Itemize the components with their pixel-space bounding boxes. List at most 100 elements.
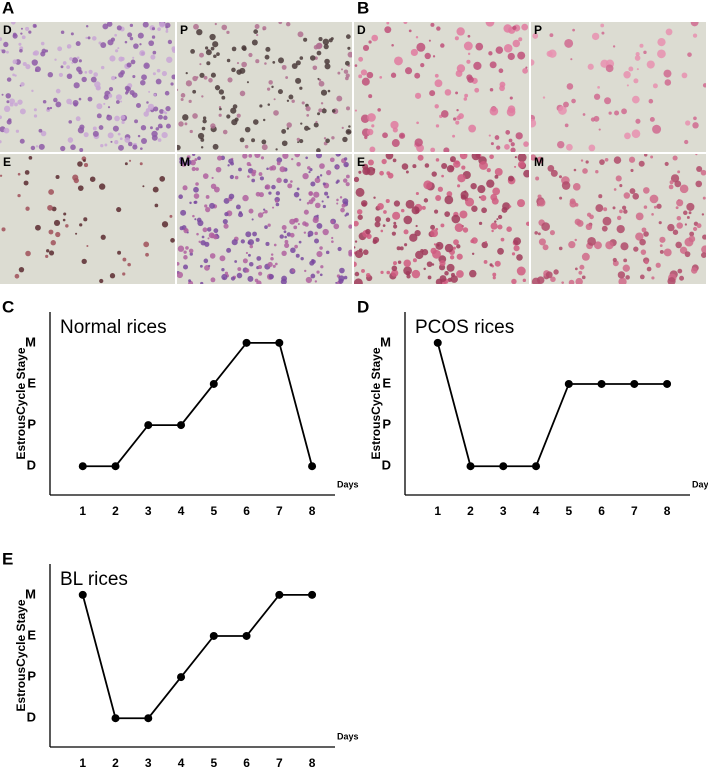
cell [602,216,612,226]
cell [569,200,577,208]
cell [404,243,408,247]
cell [358,74,363,79]
cell [354,240,358,243]
cell [605,241,614,250]
cell [47,106,50,110]
cell [54,58,57,61]
cell [415,250,424,260]
cell [315,120,318,124]
cell [441,174,444,178]
cell [452,246,456,250]
cell [441,162,448,170]
cell [369,146,376,152]
cell [371,34,379,42]
cell [186,155,191,160]
cell [18,42,22,46]
cell [676,199,684,207]
cell [390,120,399,130]
cell [14,273,20,279]
cell [336,179,340,183]
cell [141,74,147,81]
cell [437,186,444,192]
cell [686,202,695,211]
cell [94,81,101,88]
cell [5,93,11,99]
cell [435,195,442,202]
cell [96,113,102,119]
cell [667,277,676,284]
cell [169,214,173,218]
cell [12,32,17,37]
data-point [144,714,153,723]
cell [566,83,574,90]
cell [434,73,439,78]
cell [137,134,141,138]
cell [148,90,151,93]
cell [362,249,369,256]
micrograph [177,22,352,152]
cell [405,199,415,209]
cell [511,252,516,256]
cell [507,52,515,61]
cell [33,108,37,112]
cell [440,43,445,48]
cell [170,238,175,243]
cell [100,65,105,70]
cell [221,273,228,281]
cell [677,268,683,274]
cell [688,211,692,215]
cell [701,245,706,254]
cell [508,175,514,182]
cell [6,77,12,82]
cell [486,168,491,173]
cell [270,257,274,261]
cell [430,224,436,230]
cell [525,221,529,226]
cell [143,111,149,117]
cell [416,121,419,125]
cell [201,126,206,131]
cell [133,43,139,49]
cell [702,234,706,240]
panel-letter: B [357,0,369,17]
cell [635,212,644,221]
cell [429,90,436,97]
cell [70,144,76,151]
cell [33,24,37,28]
cell [256,256,262,261]
cell [25,26,30,31]
cell [444,243,454,253]
cell [257,212,264,218]
cell [354,261,357,267]
x-tick-label: 1 [79,504,86,518]
cell [616,215,622,221]
cell [212,143,219,150]
cell [96,103,103,110]
x-axis-label: Days [337,479,359,489]
cell [132,144,138,150]
cell [194,200,198,204]
cell [257,265,263,270]
cell [112,125,119,132]
cell [318,80,325,87]
cell [477,185,486,194]
x-tick-label: 8 [309,504,316,518]
cell [337,246,342,252]
cell [195,182,199,186]
cell [538,238,546,246]
cell [324,58,330,65]
cell [19,49,23,53]
y-tick-label: M [380,334,391,349]
cell [391,265,398,272]
cell [78,97,82,101]
cell [547,164,555,172]
cell [384,26,392,34]
cell [140,147,143,151]
cell [612,45,616,48]
cell [281,129,287,134]
cell [345,34,351,39]
cell [432,55,436,58]
cell [279,166,286,173]
cell [646,266,652,272]
cell [106,114,110,118]
